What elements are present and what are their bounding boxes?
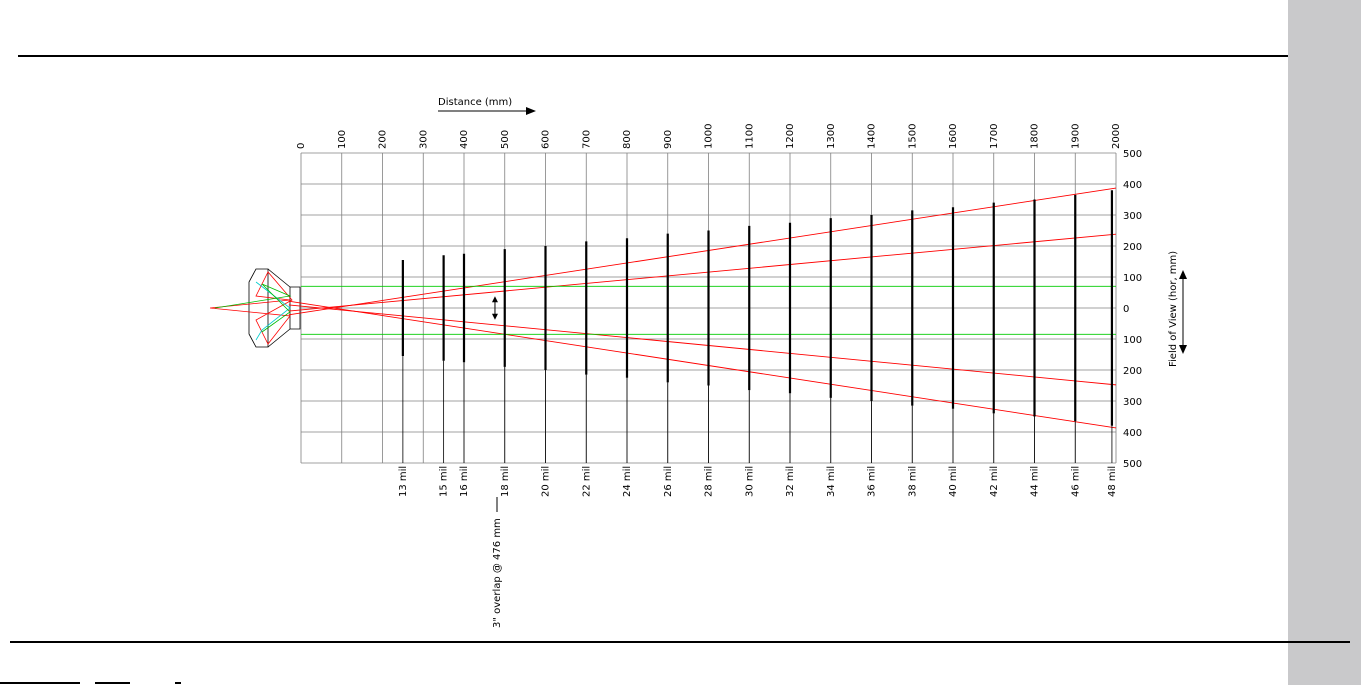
resolution-bars: [401, 190, 1114, 463]
x-tick-label: 1700: [989, 124, 1000, 149]
overlap-arrow-down: [491, 313, 498, 320]
x-tick-label: 1200: [785, 124, 796, 149]
y-tick-label: 100: [1123, 273, 1142, 284]
resolution-bar-label: 15 mil: [439, 466, 450, 497]
y-tick-label: 400: [1123, 428, 1142, 439]
resolution-bar-label: 42 mil: [989, 466, 1000, 497]
footer-strip: [0, 682, 181, 684]
x-tick-label: 0: [296, 143, 307, 149]
resolution-bar-label: 18 mil: [500, 466, 511, 497]
x-tick-label: 800: [622, 130, 633, 149]
resolution-bar-label: 24 mil: [622, 466, 633, 497]
resolution-bar-label: 34 mil: [826, 466, 837, 497]
x-tick-label: 2000: [1111, 124, 1122, 149]
header-rule: [18, 55, 1288, 57]
x-tick-label: 500: [500, 130, 511, 149]
y-tick-label: 0: [1123, 304, 1129, 315]
x-tick-label: 400: [459, 130, 470, 149]
overlap-annotation-text: 3" overlap @ 476 mm: [492, 518, 503, 628]
resolution-bar-label: 40 mil: [948, 466, 959, 497]
x-tick-label: 700: [581, 130, 592, 149]
overlap-annotation: 3" overlap @ 476 mm: [491, 296, 503, 628]
laser-path-red: [209, 271, 293, 345]
x-tick-label: 1300: [826, 124, 837, 149]
y-axis-label: Field of View (hor, mm): [1168, 251, 1179, 367]
footer-rule: [10, 641, 1350, 643]
laser-path-green: [214, 283, 292, 333]
x-tick-label: 1500: [907, 124, 918, 149]
x-tick-label: 1000: [704, 124, 715, 149]
series-line: [288, 304, 1117, 386]
series-line: [288, 233, 1117, 312]
resolution-bar-label: 30 mil: [744, 466, 755, 497]
y-tick-label: 300: [1123, 397, 1142, 408]
x-tick-label: 900: [663, 130, 674, 149]
resolution-bar-label: 20 mil: [541, 466, 552, 497]
series-line: [288, 300, 1117, 429]
y-tick-labels: 500 400 300 200 100 0 100 200 300 400 500: [1123, 149, 1142, 470]
resolution-bar-label: 26 mil: [663, 466, 674, 497]
x-tick-label: 1100: [744, 124, 755, 149]
x-tick-label: 100: [337, 130, 348, 149]
x-tick-label: 1400: [867, 124, 878, 149]
resolution-bar-label: 38 mil: [907, 466, 918, 497]
x-axis-label: Distance (mm): [438, 97, 512, 108]
resolution-bar-label: 32 mil: [785, 466, 796, 497]
resolution-bar-label: 44 mil: [1030, 466, 1041, 497]
y-tick-label: 500: [1123, 149, 1142, 160]
y-tick-label: 200: [1123, 242, 1142, 253]
resolution-bar-label: 46 mil: [1070, 466, 1081, 497]
x-tick-labels: 0 100 200 300 400 500 600 700 800 900 1000 1100 1200…: [296, 124, 1122, 149]
resolution-bar-label: 48 mil: [1107, 466, 1118, 497]
y-tick-label: 300: [1123, 211, 1142, 222]
x-tick-label: 1800: [1030, 124, 1041, 149]
y-axis-arrow-head-down: [1179, 345, 1187, 354]
x-tick-label: 1600: [948, 124, 959, 149]
scanner-mount-bottom: [267, 328, 291, 348]
resolution-bar-label: 22 mil: [581, 466, 592, 497]
x-tick-label: 300: [418, 130, 429, 149]
overlap-arrow-up: [491, 296, 498, 303]
scanner-window: [289, 286, 301, 330]
x-tick-label: 200: [378, 130, 389, 149]
page-margin: [1288, 0, 1361, 685]
x-tick-label: 1900: [1070, 124, 1081, 149]
x-tick-label: 600: [541, 130, 552, 149]
scanner-diagram: [209, 268, 301, 348]
field-of-view-chart: 0 100 200 300 400 500 600 700 800 900 1000 1100 1200…: [209, 97, 1187, 628]
scanner-mount-top: [267, 268, 291, 288]
series-line: [288, 187, 1117, 316]
y-axis-arrow-head-up: [1179, 270, 1187, 279]
y-tick-label: 400: [1123, 180, 1142, 191]
y-tick-label: 500: [1123, 459, 1142, 470]
x-axis-arrow-head: [526, 107, 536, 115]
resolution-bar-label: 28 mil: [704, 466, 715, 497]
y-tick-label: 100: [1123, 335, 1142, 346]
resolution-bar-label: 36 mil: [867, 466, 878, 497]
resolution-bar-label: 16 mil: [459, 466, 470, 497]
y-tick-label: 200: [1123, 366, 1142, 377]
resolution-bar-label: 13 mil: [398, 466, 409, 497]
bar-labels: 13 mil 15 mil 16 mil 18 mil 20 mil 22 mil 24 m…: [398, 466, 1118, 497]
